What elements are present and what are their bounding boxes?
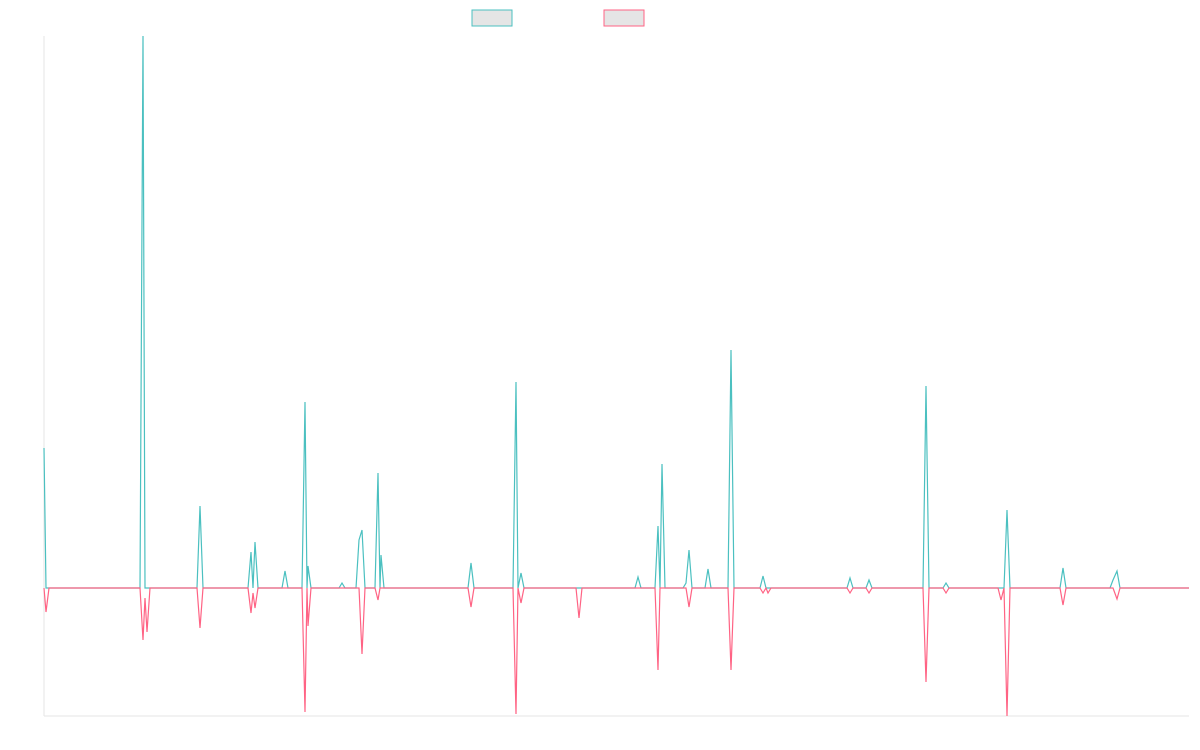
series-line — [43, 586, 1189, 717]
legend-swatch — [471, 9, 513, 27]
legend-swatch — [603, 9, 645, 27]
legend — [471, 9, 645, 27]
series-line — [43, 35, 1189, 589]
